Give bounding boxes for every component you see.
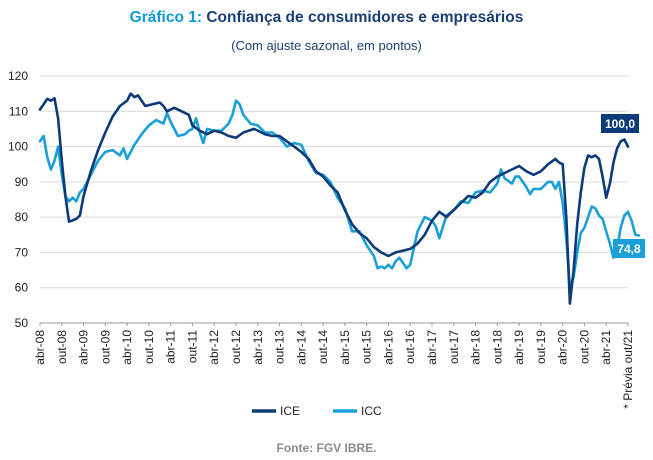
chart-title-main: Confiança de consumidores e empresários	[206, 9, 524, 26]
x-tick-label: out-10	[142, 330, 156, 364]
source-note: Fonte: FGV IBRE.	[276, 441, 377, 455]
x-tick-label: out-16	[403, 330, 417, 364]
chart-title-prefix: Gráfico 1:	[129, 9, 203, 26]
x-tick-label: abr-10	[120, 330, 134, 365]
end-label-box-ice	[601, 114, 639, 133]
legend-label-icc: ICC	[361, 404, 382, 418]
x-tick-label: out-19	[534, 330, 548, 364]
end-label-icc: 74,8	[617, 242, 641, 256]
series-line-ice	[38, 92, 630, 305]
x-tick-label: abr-20	[556, 330, 570, 365]
y-tick-label: 120	[8, 69, 28, 83]
chart-title: Gráfico 1: Confiança de consumidores e e…	[0, 9, 653, 27]
x-tick-label: out-15	[360, 330, 374, 364]
y-tick-label: 70	[15, 245, 29, 259]
x-tick-label: out-20	[577, 330, 591, 364]
x-tick-label: abr-11	[164, 330, 178, 364]
x-tick-label: abr-16	[381, 330, 395, 365]
x-tick-label: out-17	[447, 330, 461, 364]
x-tick-label: abr-12	[207, 330, 221, 365]
x-tick-label: abr-13	[251, 330, 265, 365]
x-tick-label: out-12	[229, 330, 243, 364]
y-tick-label: 90	[15, 175, 29, 189]
x-tick-label: abr-19	[512, 330, 526, 365]
x-tick-label: abr-08	[33, 330, 47, 365]
line-chart: 50 60 70 80 90 100 110 120 abr-08 out-08 abr-09 out…	[8, 69, 645, 418]
x-tick-label: abr-17	[425, 330, 439, 365]
legend-label-ice: ICE	[280, 404, 300, 418]
x-tick-label: out-09	[98, 330, 112, 364]
x-tick-label: * Prévia out/21	[621, 330, 635, 409]
x-tick-label: abr-09	[77, 330, 91, 365]
y-tick-label: 80	[15, 210, 29, 224]
x-tick-label: out-11	[185, 330, 199, 363]
x-tick-label: out-13	[273, 330, 287, 364]
chart-subtitle: (Com ajuste sazonal, em pontos)	[231, 38, 422, 53]
x-tick-label: out-18	[490, 330, 504, 364]
x-tick-label: abr-15	[338, 330, 352, 365]
end-label-ice: 100,0	[605, 117, 635, 131]
x-tick-label: out-08	[55, 330, 69, 364]
x-tick-label: abr-14	[294, 330, 308, 365]
x-tick-label: abr-18	[469, 330, 483, 365]
y-tick-label: 50	[15, 316, 29, 330]
end-label-box-icc	[613, 239, 645, 258]
y-tick-label: 100	[8, 140, 28, 154]
y-tick-label: 60	[15, 281, 29, 295]
x-tick-label: out-14	[316, 330, 330, 364]
y-tick-label: 110	[9, 104, 28, 118]
x-tick-label: abr-21	[599, 330, 613, 365]
